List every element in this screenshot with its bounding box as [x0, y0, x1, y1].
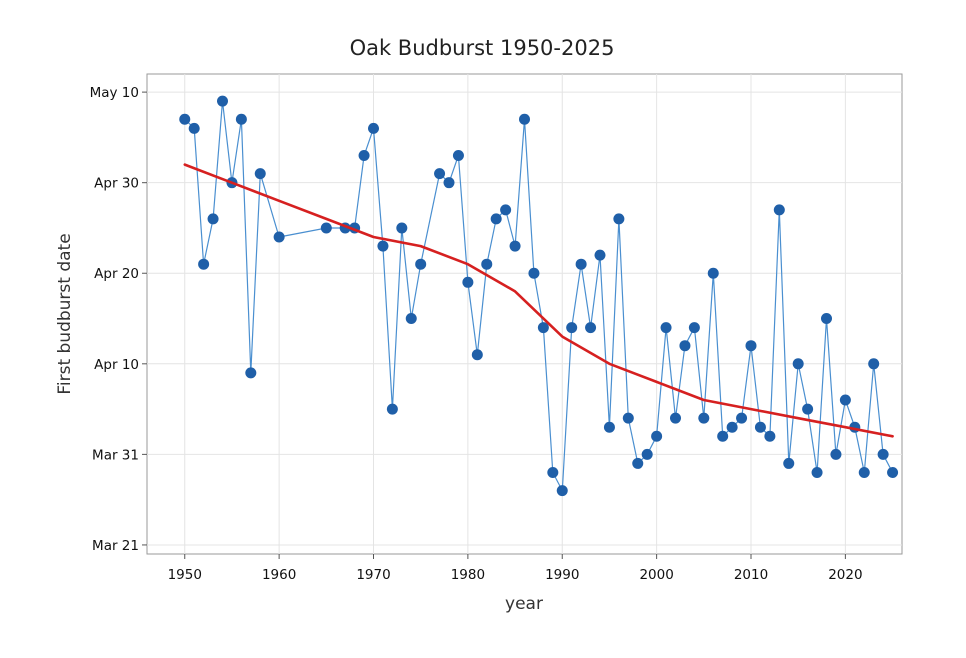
data-point — [500, 204, 512, 216]
x-tick-label: 2020 — [828, 567, 862, 583]
x-tick-label: 1970 — [356, 567, 390, 583]
data-point — [386, 403, 398, 415]
data-point — [528, 267, 540, 279]
x-tick-label: 1950 — [168, 567, 202, 583]
data-point — [547, 466, 559, 478]
x-tick-label: 1960 — [262, 567, 296, 583]
data-point — [254, 168, 266, 180]
data-point — [217, 95, 228, 107]
data-point — [519, 113, 530, 125]
data-point — [877, 448, 889, 460]
data-point — [783, 457, 795, 469]
y-tick-label: Apr 20 — [94, 266, 139, 282]
y-tick-label: Mar 21 — [92, 538, 139, 554]
chart-title: Oak Budburst 1950-2025 — [350, 36, 615, 60]
data-point — [802, 403, 814, 415]
y-tick-label: Mar 31 — [92, 447, 139, 463]
data-point — [688, 322, 700, 334]
data-point — [585, 322, 597, 334]
data-point — [245, 367, 257, 379]
data-point — [490, 213, 502, 225]
data-point — [707, 267, 719, 279]
data-point — [377, 240, 389, 252]
data-point — [556, 485, 568, 497]
series-trend — [183, 163, 894, 438]
data-point — [651, 430, 663, 442]
y-axis: Mar 21 Mar 31 Apr 10 Apr 20 Apr 30 May 10 — [90, 85, 147, 554]
data-point — [821, 313, 832, 325]
x-tick-label: 1990 — [545, 567, 579, 583]
data-point — [368, 122, 379, 134]
data-point — [773, 204, 785, 216]
data-point — [198, 258, 210, 270]
data-point — [736, 412, 748, 424]
data-point — [839, 394, 851, 406]
data-point — [887, 466, 899, 478]
data-point — [481, 258, 493, 270]
data-point — [405, 313, 417, 325]
data-point — [858, 466, 870, 478]
data-point — [603, 421, 615, 433]
data-point — [179, 113, 191, 125]
x-tick-label: 2000 — [639, 567, 673, 583]
y-tick-label: Apr 30 — [94, 176, 139, 192]
data-point — [235, 113, 247, 125]
data-point — [434, 168, 446, 180]
data-point — [462, 276, 474, 288]
data-point — [594, 249, 606, 261]
data-point — [745, 340, 757, 352]
data-point — [537, 322, 549, 334]
data-point — [509, 240, 521, 252]
data-point — [273, 231, 285, 243]
data-point — [632, 457, 644, 469]
data-point — [613, 213, 625, 225]
data-point — [566, 322, 578, 334]
trend-line — [183, 163, 894, 438]
data-point — [698, 412, 710, 424]
y-tick-label: Apr 10 — [94, 357, 139, 373]
data-point — [811, 466, 823, 478]
data-point — [396, 222, 408, 234]
data-point — [452, 150, 464, 162]
y-axis-label: First budburst date — [55, 233, 75, 394]
data-point — [443, 177, 455, 189]
data-point — [717, 430, 729, 442]
data-point — [754, 421, 766, 433]
series-observed — [179, 95, 899, 497]
data-point — [764, 430, 776, 442]
data-point — [670, 412, 681, 424]
data-point — [660, 322, 672, 334]
data-point — [415, 258, 427, 270]
data-point — [641, 448, 653, 460]
data-point — [679, 340, 691, 352]
data-point — [207, 213, 219, 225]
data-point — [726, 421, 738, 433]
data-point — [830, 448, 842, 460]
data-point — [868, 358, 880, 370]
data-point — [792, 358, 804, 370]
data-point — [320, 222, 332, 234]
x-axis-label: year — [505, 594, 543, 614]
data-point — [622, 412, 634, 424]
x-tick-label: 1980 — [451, 567, 485, 583]
data-point — [471, 349, 483, 361]
y-tick-label: May 10 — [90, 85, 139, 101]
x-axis: 1950 1960 1970 1980 1990 2000 2010 2020 — [168, 554, 863, 583]
data-point — [188, 122, 200, 134]
data-point — [575, 258, 587, 270]
gridlines — [147, 74, 902, 554]
data-point — [358, 150, 370, 162]
plot-area — [146, 73, 903, 555]
x-tick-label: 2010 — [734, 567, 768, 583]
